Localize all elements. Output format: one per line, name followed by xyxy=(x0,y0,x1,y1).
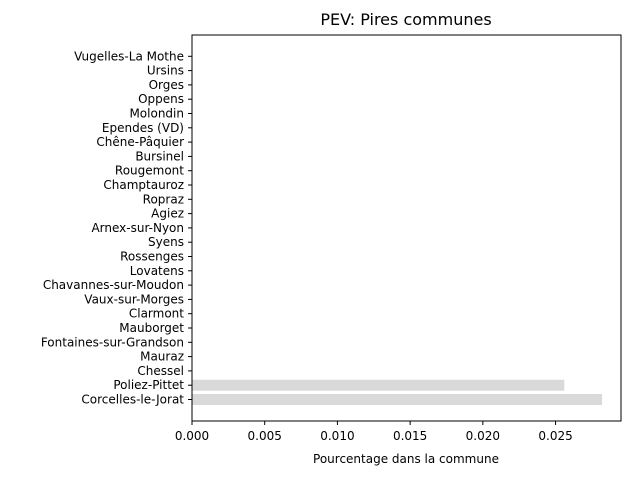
y-tick-label: Clarmont xyxy=(129,307,184,321)
y-tick-label: Bursinel xyxy=(135,149,184,163)
y-tick-label: Mauborget xyxy=(119,321,184,335)
y-tick-label: Orges xyxy=(149,78,184,92)
x-tick-label: 0.010 xyxy=(320,429,354,443)
y-tick-label: Vugelles-La Mothe xyxy=(74,49,184,63)
y-tick-label: Rossenges xyxy=(120,250,184,264)
y-tick-label: Molondin xyxy=(129,107,184,121)
y-tick-label: Fontaines-sur-Grandson xyxy=(41,335,184,349)
y-tick-label: Lovatens xyxy=(130,264,184,278)
y-tick-label: Poliez-Pittet xyxy=(113,378,184,392)
y-tick-label: Rougemont xyxy=(115,164,184,178)
y-tick-label: Syens xyxy=(148,235,184,249)
y-tick-label: Oppens xyxy=(138,92,184,106)
y-tick-label: Ropraz xyxy=(143,192,184,206)
x-tick-label: 0.025 xyxy=(538,429,572,443)
x-tick-label: 0.020 xyxy=(466,429,500,443)
x-axis: 0.000 0.005 0.010 0.015 0.020 0.025 xyxy=(175,421,573,443)
y-tick-label: Corcelles-le-Jorat xyxy=(81,393,184,407)
y-tick-label: Ependes (VD) xyxy=(102,121,184,135)
y-tick-label: Arnex-sur-Nyon xyxy=(91,221,184,235)
bars xyxy=(192,379,603,405)
y-tick-label: Champtauroz xyxy=(103,178,184,192)
y-tick-label: Chavannes-sur-Moudon xyxy=(43,278,184,292)
x-tick-label: 0.015 xyxy=(393,429,427,443)
y-tick-label: Chêne-Pâquier xyxy=(96,135,184,149)
y-tick-label: Chessel xyxy=(137,364,184,378)
x-tick-label: 0.005 xyxy=(248,429,282,443)
bar-corcelles-le-jorat xyxy=(192,394,603,405)
y-tick-label: Vaux-sur-Morges xyxy=(84,292,184,306)
plot-frame xyxy=(191,34,622,422)
chart-title: PEV: Pires communes xyxy=(320,10,491,29)
x-tick-label: 0.000 xyxy=(175,429,209,443)
y-tick-label: Ursins xyxy=(147,64,184,78)
y-tick-label: Mauraz xyxy=(140,350,184,364)
x-axis-label: Pourcentage dans la commune xyxy=(313,452,499,466)
y-axis: Corcelles-le-JoratPoliez-PittetChesselMa… xyxy=(41,49,192,407)
y-tick-label: Agiez xyxy=(151,207,184,221)
bar-poliez-pittet xyxy=(192,379,565,391)
